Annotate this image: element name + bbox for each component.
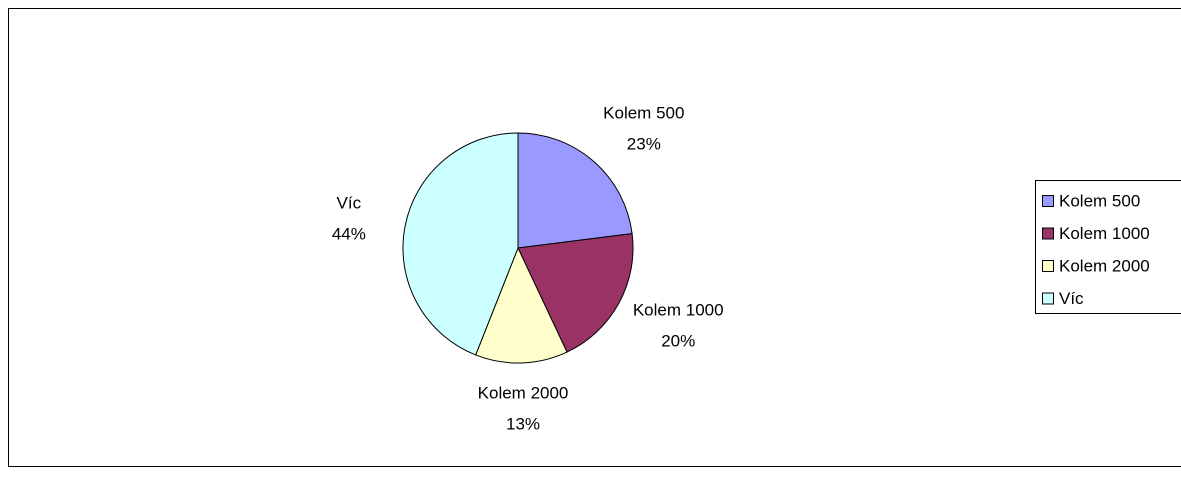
slice-value-label: 20%	[661, 332, 695, 351]
legend-label: Kolem 2000	[1059, 256, 1150, 275]
legend-label: Kolem 500	[1059, 191, 1140, 210]
slice-value-label: 23%	[627, 134, 661, 153]
legend-label: Kolem 1000	[1059, 224, 1150, 243]
legend-swatch	[1042, 195, 1054, 207]
slice-label: Kolem 500	[603, 103, 684, 122]
slice-label: Kolem 2000	[478, 383, 569, 402]
pie-slice	[517, 132, 633, 249]
legend-swatch	[1042, 292, 1054, 305]
legend-label: Víc	[1059, 289, 1084, 308]
slice-label: Víc	[337, 194, 362, 213]
slice-label: Kolem 1000	[633, 301, 724, 320]
legend-box	[1035, 180, 1181, 314]
legend-swatch	[1042, 260, 1054, 272]
pie-slice	[402, 132, 519, 356]
pie-slice	[517, 233, 634, 353]
slice-value-label: 44%	[332, 225, 366, 244]
legend-swatch	[1042, 227, 1054, 240]
slice-value-label: 13%	[506, 414, 540, 433]
pie-slice	[475, 246, 568, 364]
